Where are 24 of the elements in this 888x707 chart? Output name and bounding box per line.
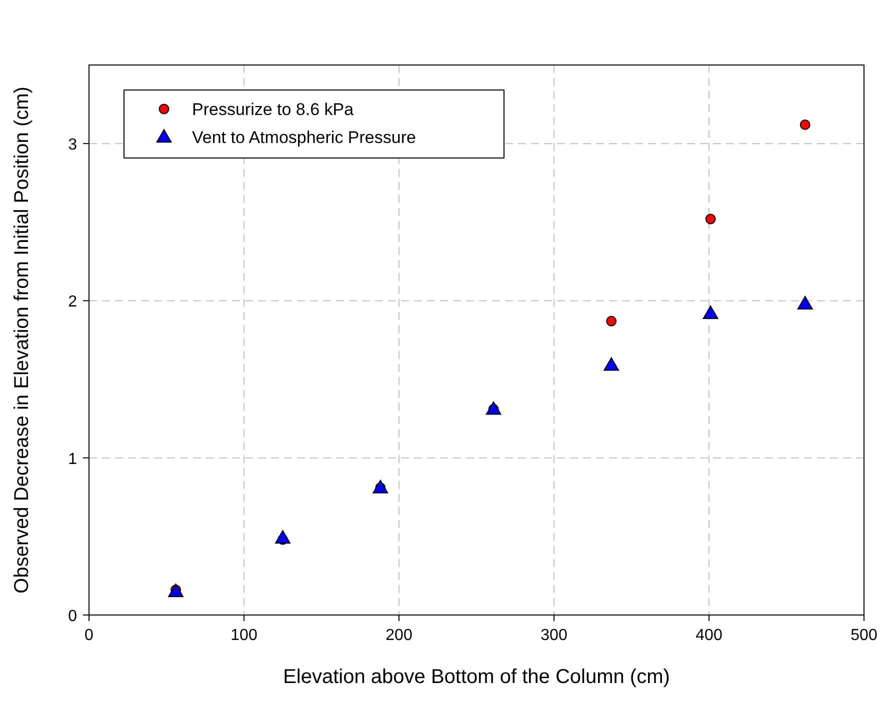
point <box>604 357 620 371</box>
x-tick-label: 500 <box>850 627 878 644</box>
y-tick-label: 2 <box>68 294 78 311</box>
x-axis-title: Elevation above Bottom of the Column (cm) <box>283 666 670 688</box>
y-tick-label: 1 <box>68 450 78 468</box>
point <box>275 530 290 544</box>
point <box>606 316 617 326</box>
point <box>702 305 718 319</box>
y-tick-label: 3 <box>68 136 78 154</box>
x-tick-label: 300 <box>540 627 568 644</box>
x-tick-label: 200 <box>386 627 412 644</box>
legend-label: Pressurize to 8.6 kPa <box>192 100 354 119</box>
x-tick-label: 100 <box>230 627 258 644</box>
y-tick-label: 0 <box>68 608 78 625</box>
point <box>797 296 813 310</box>
point <box>168 584 184 598</box>
point <box>800 120 810 130</box>
y-axis-title: Observed Decrease in Elevation from Initial Position (cm) <box>11 86 33 594</box>
legend-label: Vent to Atmospheric Pressure <box>192 128 416 147</box>
point <box>486 401 502 415</box>
point <box>705 214 716 224</box>
x-tick-label: 0 <box>84 627 94 644</box>
point <box>372 480 388 494</box>
x-tick-label: 400 <box>696 627 722 644</box>
